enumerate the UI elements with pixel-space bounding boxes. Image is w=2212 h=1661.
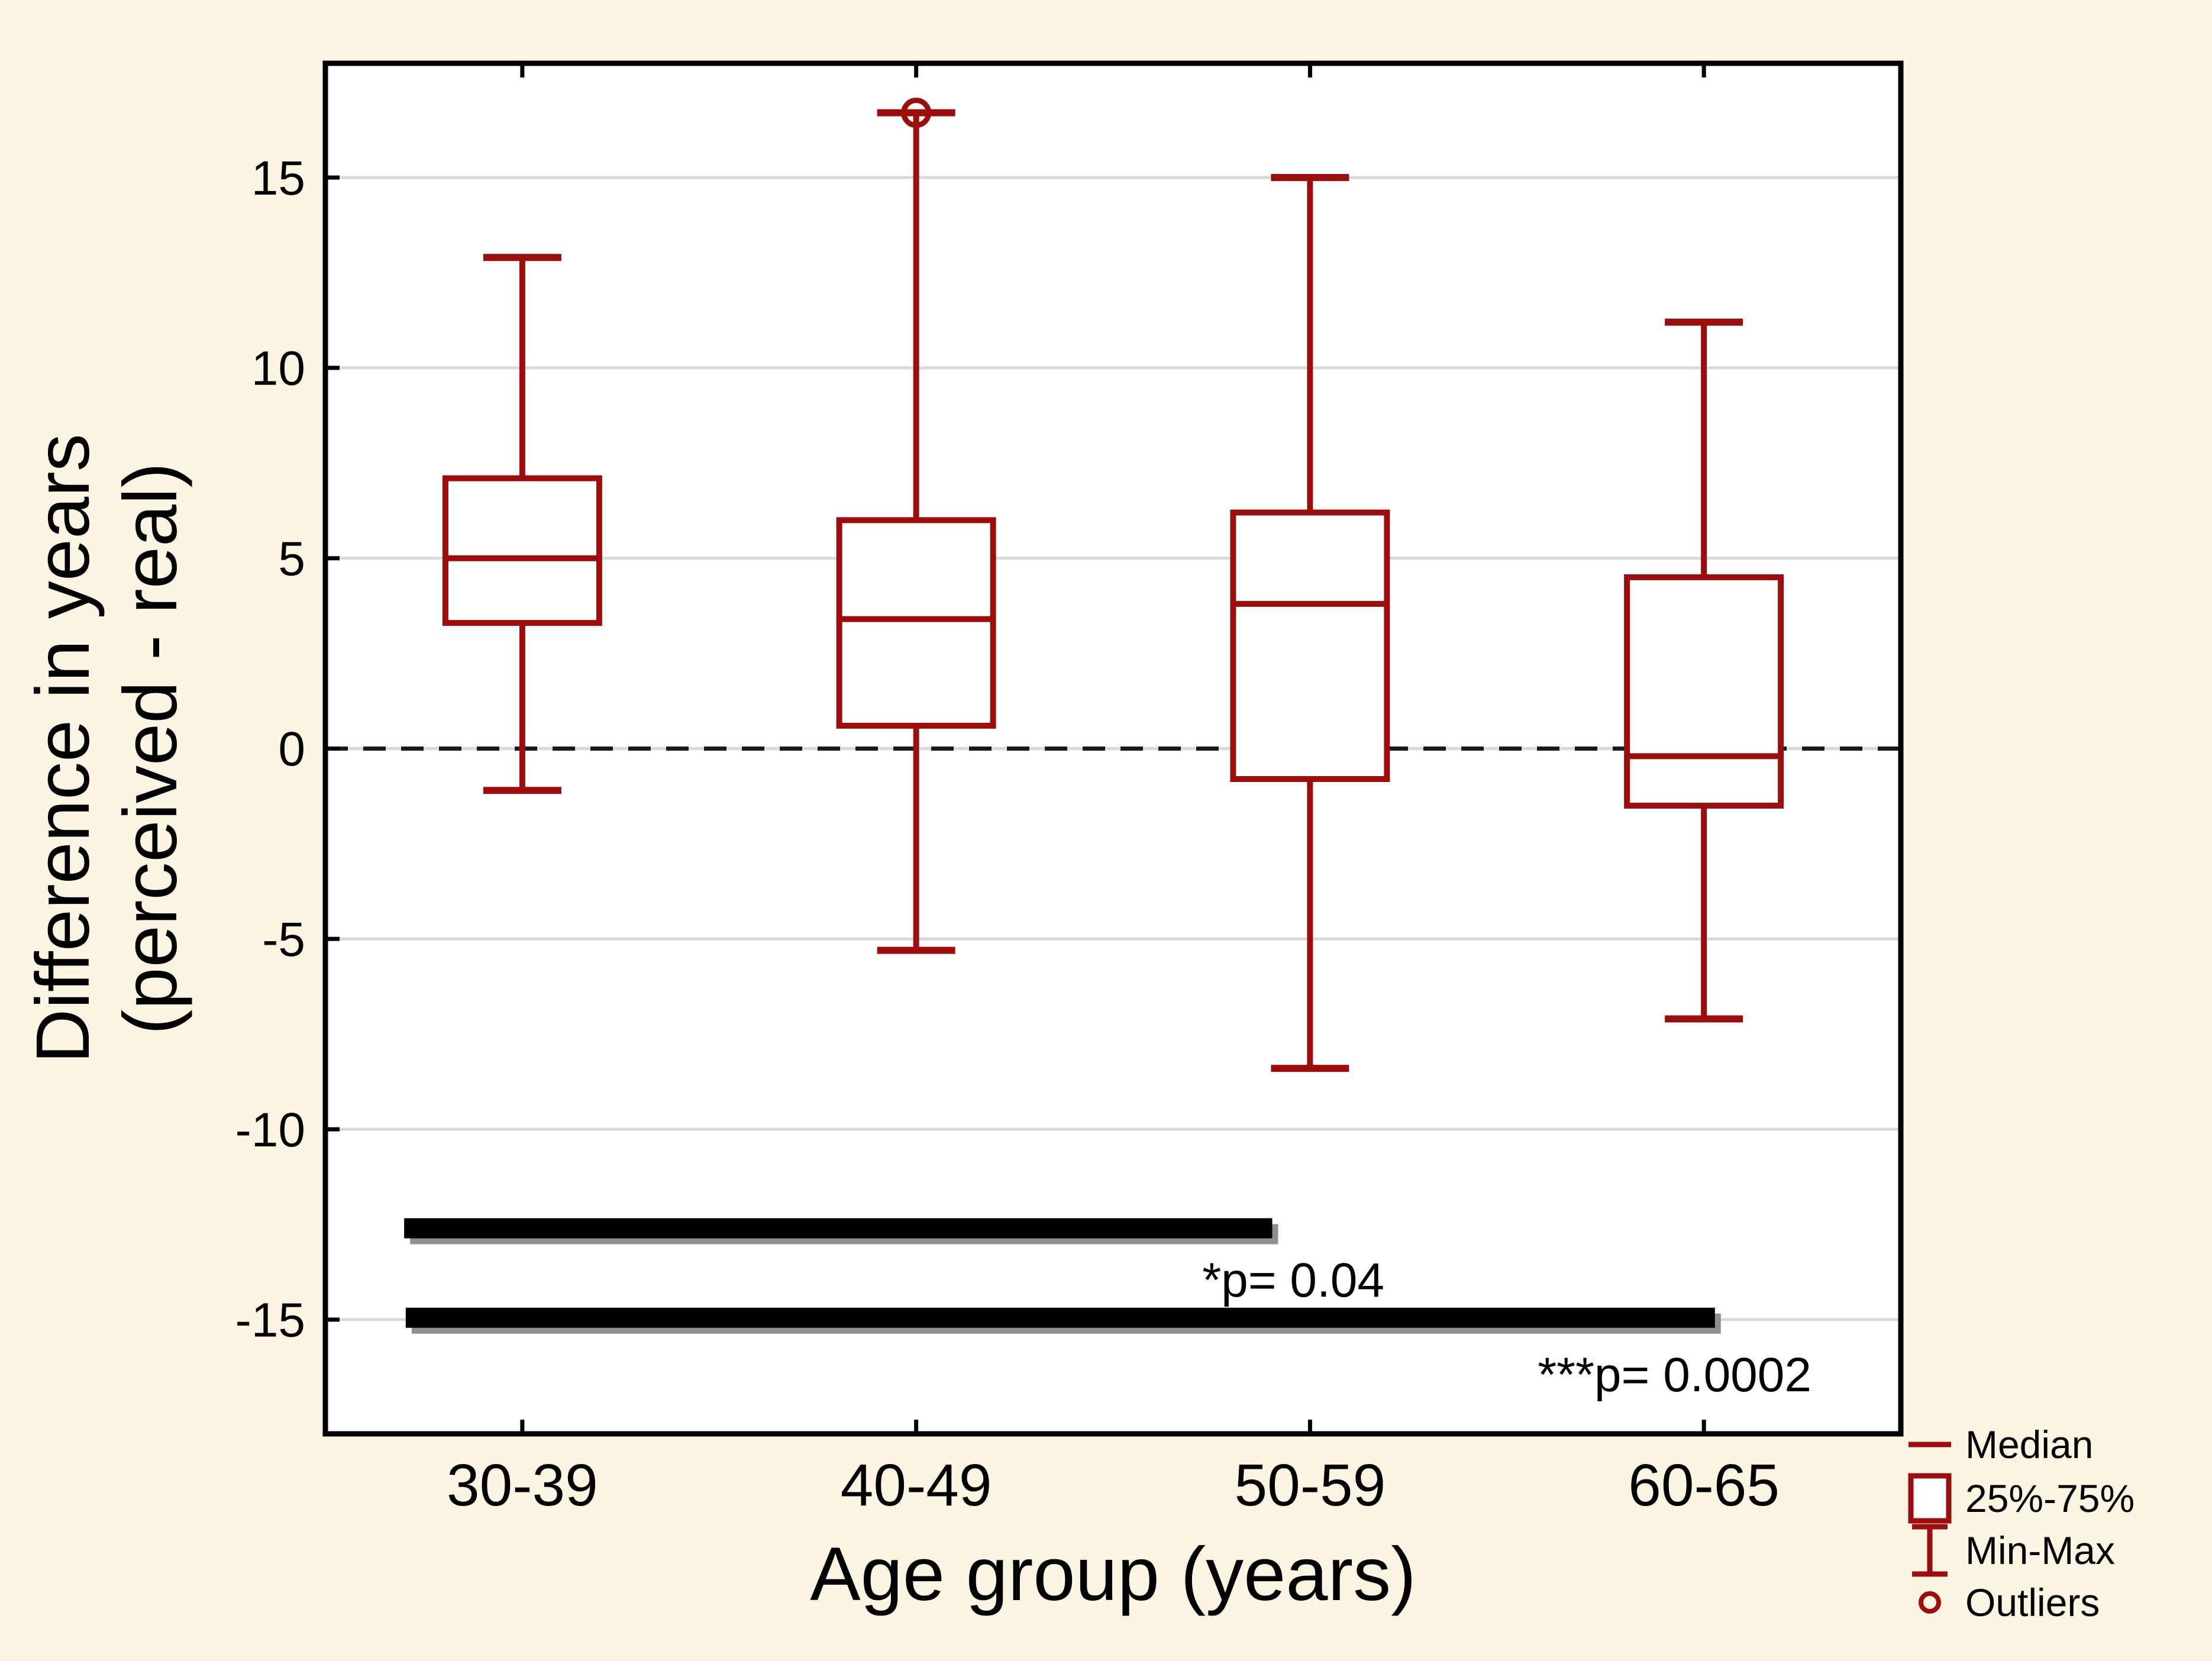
y-axis-title-line2: (perceived - real) <box>108 463 193 1035</box>
y-tick-label: 5 <box>278 532 305 586</box>
outlier-point <box>901 98 932 128</box>
legend-outlier-icon <box>1919 1591 1941 1614</box>
y-tick-label: -5 <box>262 913 305 967</box>
y-tick-label: -15 <box>235 1294 305 1347</box>
plot-border <box>322 60 1904 1437</box>
y-tick-label: 0 <box>278 722 305 776</box>
x-tick-label: 40-49 <box>841 1452 992 1518</box>
x-axis-title: Age group (years) <box>810 1532 1416 1617</box>
iqr-box-30-39 <box>442 475 602 626</box>
x-tick-label: 60-65 <box>1628 1452 1780 1518</box>
p-value-label: *p= 0.04 <box>1202 1253 1384 1307</box>
x-tick-label: 30-39 <box>447 1452 598 1518</box>
legend-label: Median <box>1965 1423 2093 1466</box>
y-tick-label: -10 <box>235 1103 305 1157</box>
legend-box-icon <box>1908 1473 1952 1524</box>
y-axis-title-line1: Difference in years <box>21 434 105 1064</box>
significance-bar <box>404 1218 1273 1239</box>
iqr-box-50-59 <box>1230 509 1390 782</box>
significance-bar <box>405 1307 1715 1328</box>
iqr-box-40-49 <box>836 517 996 729</box>
iqr-box-60-65 <box>1624 574 1784 809</box>
y-tick-label: 10 <box>251 342 305 396</box>
legend-label: 25%-75% <box>1965 1476 2135 1520</box>
legend-label: Outliers <box>1965 1581 2100 1624</box>
y-tick-label: 15 <box>251 151 305 205</box>
x-tick-label: 50-59 <box>1234 1452 1386 1518</box>
legend-label: Min-Max <box>1965 1528 2115 1572</box>
p-value-label: ***p= 0.0002 <box>1538 1348 1811 1402</box>
